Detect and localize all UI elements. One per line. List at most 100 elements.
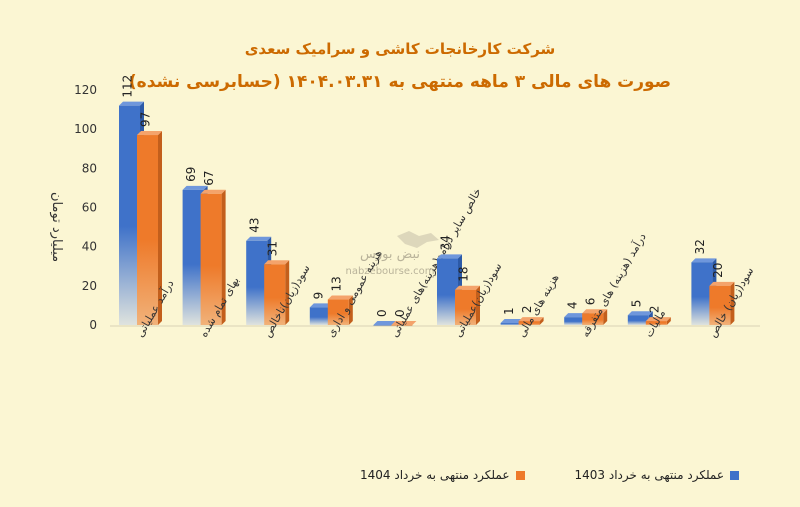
bar-front [518, 321, 540, 325]
chart-title: شرکت کارخانجات کاشی و سرامیک سعدی [244, 40, 556, 58]
y-tick-label: 40 [82, 240, 97, 254]
bar-side [348, 295, 353, 325]
y-axis-title: میلیارد تومان [49, 191, 64, 263]
data-label: 34 [439, 235, 453, 250]
bar-top [264, 260, 290, 265]
bar-front [246, 240, 268, 325]
y-tick-label: 120 [74, 83, 97, 97]
bar-top [437, 254, 462, 259]
bar-series2 [455, 285, 480, 325]
data-label: 43 [248, 218, 262, 233]
bar-series1 [437, 254, 462, 325]
y-tick-label: 20 [82, 279, 97, 293]
bar-side [221, 189, 226, 325]
data-label: 6 [584, 298, 598, 306]
bar-series2 [582, 309, 608, 325]
watermark-name: نبض بورس [360, 247, 420, 262]
bar-series2 [709, 281, 735, 325]
bar-side [730, 281, 735, 325]
bar-front [309, 307, 331, 325]
bar-front [627, 315, 649, 325]
bar-front [582, 313, 604, 325]
bar-top [246, 236, 272, 241]
data-label: 0 [375, 309, 389, 317]
data-label: 67 [202, 171, 216, 186]
data-label: 112 [121, 75, 135, 98]
bar-top [627, 311, 653, 316]
legend-item-series-2: عملکرد منتهی به خرداد 1404 [360, 468, 525, 482]
legend-label: عملکرد منتهی به خرداد 1404 [360, 468, 510, 482]
bar-front [500, 323, 522, 325]
bar-series1 [373, 321, 399, 326]
bar-top [645, 317, 671, 322]
bar-top [327, 295, 353, 300]
bar-side [158, 131, 162, 325]
legend-label: عملکرد منتهی به خرداد 1403 [574, 468, 725, 482]
data-label: 5 [629, 300, 643, 308]
bar-front [200, 193, 222, 325]
data-label: 18 [457, 266, 471, 281]
bar-side [603, 309, 608, 325]
data-label: 31 [266, 241, 280, 256]
legend-swatch [515, 470, 525, 480]
bar-front [264, 264, 286, 325]
bar-series2 [645, 317, 671, 325]
bar-top [455, 285, 480, 290]
y-tick-label: 80 [82, 161, 97, 175]
bar-top [582, 309, 608, 314]
legend-swatch [730, 470, 740, 480]
bar-front [564, 317, 586, 325]
bar-front [182, 189, 204, 325]
bar-side [539, 317, 544, 325]
data-label: 1 [502, 307, 516, 315]
bar-side [476, 285, 480, 325]
bar-front [709, 285, 731, 325]
y-tick-label: 60 [82, 201, 97, 215]
bar-top [119, 101, 144, 106]
data-label: 2 [520, 305, 534, 313]
watermark-url: nabzebourse.com [345, 266, 434, 277]
bar-top [709, 281, 735, 286]
bar-top [373, 321, 399, 325]
data-label: 0 [393, 309, 407, 317]
y-tick-label: 100 [74, 122, 97, 136]
bar-side [666, 317, 671, 325]
bar-series2 [137, 131, 162, 325]
data-label: 69 [184, 167, 198, 182]
chart-subtitle: صورت های مالی ۳ ماهه منتهی به ۱۴۰۴.۰۳.۳۱… [128, 72, 672, 92]
data-label: 9 [311, 292, 325, 300]
data-label: 32 [693, 239, 707, 254]
data-label: 20 [711, 263, 725, 278]
bar-top [200, 189, 226, 194]
bar-front [137, 135, 158, 325]
bar-top [391, 321, 417, 325]
data-label: 13 [329, 276, 343, 291]
bar-front [437, 258, 458, 325]
bar-series2 [518, 317, 544, 325]
bar-front [645, 321, 667, 325]
bar-front [327, 299, 349, 325]
bar-series2 [200, 189, 226, 325]
watermark-logo: نبض بورس nabzebourse.com [335, 228, 445, 284]
bar-series2 [391, 321, 417, 326]
bar-top [691, 258, 717, 263]
legend: عملکرد منتهی به خرداد 1404 عملکرد منتهی … [360, 465, 786, 485]
y-tick-label: 0 [89, 318, 97, 332]
bar-series2 [327, 295, 353, 325]
bar-front [691, 262, 713, 325]
data-label: 2 [647, 305, 661, 313]
bar-series2 [264, 260, 290, 325]
bar-front [119, 105, 140, 326]
bar-front [373, 325, 395, 326]
bar-top [518, 317, 544, 322]
bar-front [455, 289, 476, 325]
data-label: 4 [566, 302, 580, 310]
data-label: 97 [139, 112, 153, 127]
bar-side [285, 260, 290, 325]
bar-top [182, 185, 208, 190]
bar-front [391, 325, 413, 326]
bar-top [137, 131, 162, 136]
legend-item-series-1: عملکرد منتهی به خرداد 1403 [575, 468, 740, 482]
